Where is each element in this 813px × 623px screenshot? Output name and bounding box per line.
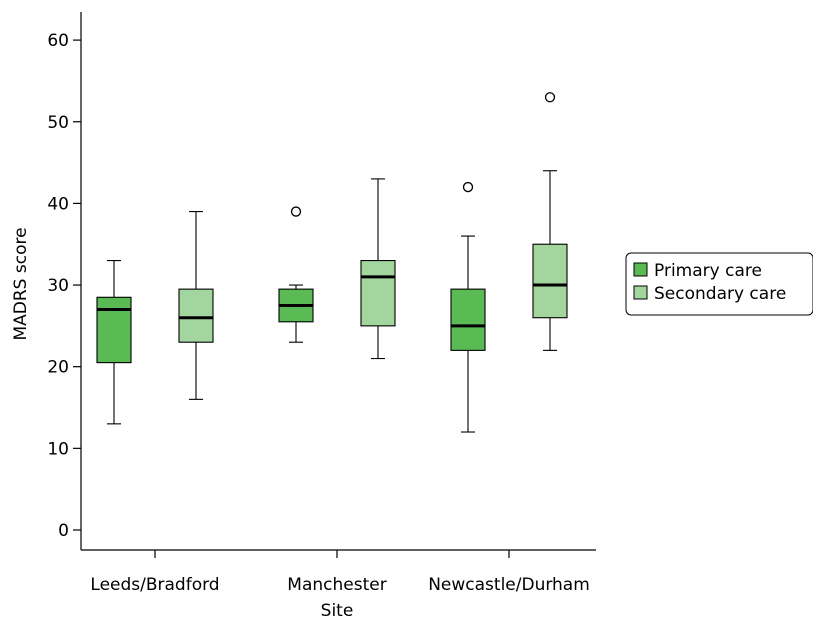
y-tick-label: 30 — [47, 276, 69, 296]
y-tick-label: 60 — [47, 31, 69, 51]
y-tick-label: 20 — [47, 358, 69, 378]
legend-swatch — [633, 262, 648, 277]
x-tick-label: Newcastle/Durham — [428, 575, 590, 595]
box — [532, 243, 568, 319]
y-tick-label: 40 — [47, 194, 69, 214]
legend-label: Secondary care — [654, 284, 786, 304]
y-axis-title: MADRS score — [11, 227, 31, 340]
box — [360, 260, 396, 327]
outlier-point — [290, 206, 302, 217]
y-tick-label: 50 — [47, 113, 69, 133]
box — [450, 288, 486, 351]
legend-swatch — [633, 285, 648, 300]
x-tick-label: Leeds/Bradford — [90, 575, 219, 595]
x-axis-title: Site — [321, 601, 354, 621]
y-tick-label: 10 — [47, 439, 69, 459]
outlier-point — [462, 181, 474, 193]
outlier-point — [544, 92, 556, 103]
legend-box — [625, 252, 813, 316]
x-tick-label: Manchester — [287, 575, 386, 595]
legend-label: Primary care — [654, 261, 762, 281]
box — [96, 296, 132, 364]
y-tick-label: 0 — [58, 521, 69, 541]
box — [178, 288, 214, 343]
